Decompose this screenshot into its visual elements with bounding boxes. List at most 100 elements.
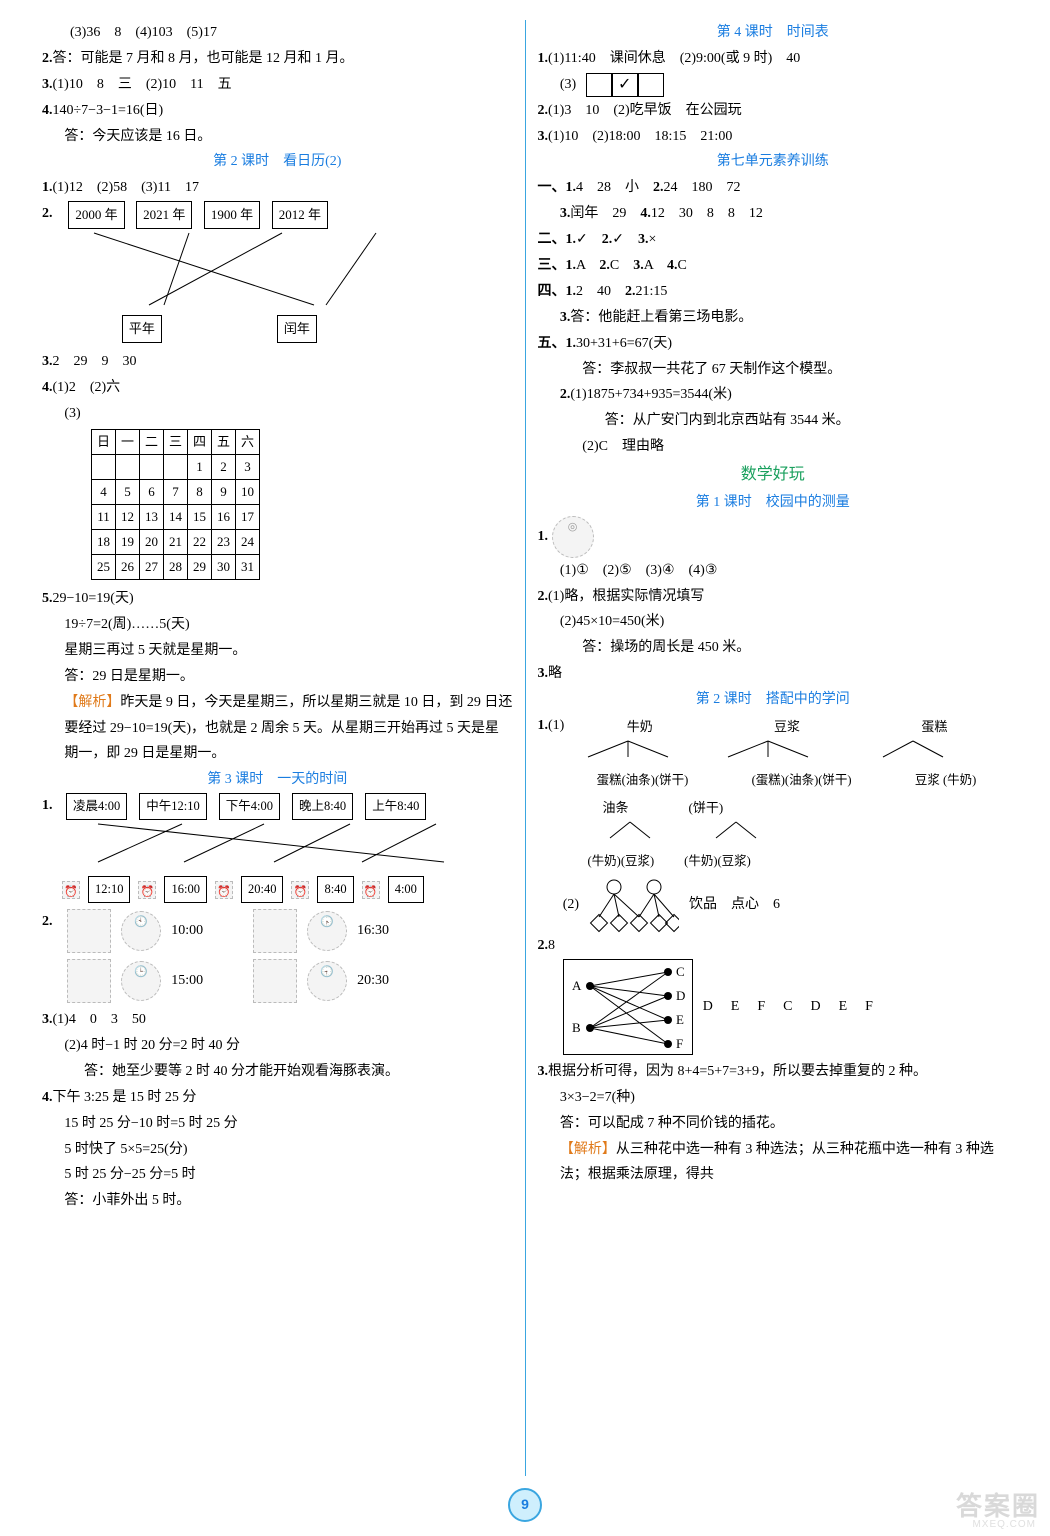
label-box: 闰年 xyxy=(277,315,317,343)
time-label: 20:30 xyxy=(357,968,389,994)
tree-leaf: 蛋糕(油条)(饼干) xyxy=(597,769,689,792)
exp-label: 【解析】 xyxy=(560,1142,616,1157)
time-label: 10:00 xyxy=(171,918,203,944)
tree-node: 蛋糕 xyxy=(921,715,947,739)
clock-icon: ⏰ xyxy=(291,881,309,899)
svg-text:B: B xyxy=(572,1020,581,1035)
text: 1.(1)12 (2)58 (3)11 17 xyxy=(42,175,513,201)
tree-leaf: 豆浆 (牛奶) xyxy=(915,769,976,792)
qnum: 3. xyxy=(42,354,53,369)
clock-icon: ⏰ xyxy=(138,881,156,899)
text: (2)45×10=450(米) xyxy=(538,609,1009,635)
clock-box: 8:40 xyxy=(317,876,353,903)
tree-node: 油条 xyxy=(603,796,629,820)
time-label: 15:00 xyxy=(171,968,203,994)
text: 3×3−2=7(种) xyxy=(538,1085,1009,1111)
text: 3.(1)10 8 三 (2)10 11 五 xyxy=(42,72,513,98)
answer: 答：可以配成 7 种不同价钱的插花。 xyxy=(538,1111,1009,1137)
svg-text:F: F xyxy=(676,1036,683,1051)
tree-node: (饼干) xyxy=(689,796,724,820)
scene-icon xyxy=(67,909,111,953)
answer: 答：29 日是星期一。 xyxy=(42,664,513,690)
clock-box: 12:10 xyxy=(88,876,130,903)
node-graph-row: A B C D E F D E F C D E F xyxy=(563,959,1008,1055)
qnum: 4. xyxy=(42,103,53,118)
qnum: 4. xyxy=(42,1090,53,1105)
text: 4.(1)2 (2)六 xyxy=(42,375,513,401)
label-box: 平年 xyxy=(122,315,162,343)
text: 二、1.✓ 2.✓ 3.× xyxy=(538,227,1009,253)
t: 答：可能是 7 月和 8 月，也可能是 12 月和 1 月。 xyxy=(53,51,354,66)
t: (1)3 10 (2)吃早饭 在公园玩 xyxy=(548,103,742,118)
text: 2.(1)3 10 (2)吃早饭 在公园玩 xyxy=(538,98,1009,124)
section-title: 第 3 课时 一天的时间 xyxy=(42,767,513,793)
clock-icon: 🕙 xyxy=(121,911,161,951)
matching-lines xyxy=(64,229,424,309)
tree-node: 牛奶 xyxy=(627,715,653,739)
t: 29−10=19(天) xyxy=(53,591,134,606)
time-box: 中午12:10 xyxy=(139,793,206,820)
tree-diagram-1: 1.(1) 牛奶 豆浆 蛋糕 蛋糕(油条)(饼干) (蛋糕)(油条)(饼干) 豆… xyxy=(538,713,1009,873)
clock-icon: 🕒 xyxy=(121,961,161,1001)
letter-sequence: D E F C D E F xyxy=(703,994,875,1020)
right-column: 第 4 课时 时间表 1.(1)11:40 课间休息 (2)9:00(或 9 时… xyxy=(526,20,1021,1476)
clock-box: 16:00 xyxy=(164,876,206,903)
section-title: 数学好玩 xyxy=(538,460,1009,490)
text: 3.(1)4 0 3 50 xyxy=(42,1007,513,1033)
qnum: 4. xyxy=(42,380,53,395)
time-box: 下午4:00 xyxy=(219,793,280,820)
clock-icon: ⏰ xyxy=(362,881,380,899)
t: 从三种花中选一种有 3 种选法；从三种花瓶中选一种有 3 种选法；根据乘法原理，… xyxy=(560,1142,994,1183)
text: 1.(1)11:40 课间休息 (2)9:00(或 9 时) 40 xyxy=(538,46,1009,72)
tree-leaf: (牛奶)(豆浆) xyxy=(588,850,655,873)
tree-lines xyxy=(608,820,868,840)
section-title: 第 2 课时 搭配中的学问 xyxy=(538,687,1009,713)
qnum: 1. xyxy=(538,51,549,66)
t: (1)10 (2)18:00 18:15 21:00 xyxy=(548,129,732,144)
t: (1)11:40 课间休息 (2)9:00(或 9 时) 40 xyxy=(548,51,800,66)
left-column: (3)36 8 (4)103 (5)17 2.答：可能是 7 月和 8 月，也可… xyxy=(30,20,526,1476)
checkbox xyxy=(638,73,664,97)
section-title: 第七单元素养训练 xyxy=(538,149,1009,175)
svg-text:E: E xyxy=(676,1012,684,1027)
watermark-sub: MXEQ.COM xyxy=(972,1516,1036,1535)
svg-text:D: D xyxy=(676,988,685,1003)
text: 三、1.A 2.C 3.A 4.C xyxy=(538,253,1009,279)
text: (3)36 8 (4)103 (5)17 xyxy=(42,20,513,46)
time-box: 凌晨4:00 xyxy=(66,793,127,820)
text: 3.闰年 29 4.12 30 8 8 12 xyxy=(538,201,1009,227)
text: 15 时 25 分−10 时=5 时 25 分 xyxy=(42,1111,513,1137)
svg-text:C: C xyxy=(676,964,685,979)
text: 五、1.30+31+6=67(天) xyxy=(538,331,1009,357)
answer: 答：从广安门内到北京西站有 3544 米。 xyxy=(538,408,1009,434)
page-number: 9 xyxy=(508,1488,542,1522)
qnum: 3. xyxy=(42,1012,53,1027)
text: 2.答：可能是 7 月和 8 月，也可能是 12 月和 1 月。 xyxy=(42,46,513,72)
combo-diagram: (2) 饮品 点心 6 xyxy=(563,877,1008,933)
text: 3.根据分析可得，因为 8+4=5+7=3+9，所以要去掉重复的 2 种。 xyxy=(538,1059,1009,1085)
text: (3) ✓ xyxy=(538,72,1009,98)
text: 3.(1)10 (2)18:00 18:15 21:00 xyxy=(538,124,1009,150)
text: 2.(1)略，根据实际情况填写 xyxy=(538,584,1009,610)
text: 星期三再过 5 天就是星期一。 xyxy=(42,638,513,664)
text: 2.8 xyxy=(538,933,1009,959)
text: (3) xyxy=(42,401,81,427)
tree-lines xyxy=(568,739,998,759)
text: 3.略 xyxy=(538,661,1009,687)
text: 一、1.4 28 小 2.24 180 72 xyxy=(538,175,1009,201)
checkbox xyxy=(586,73,612,97)
text: 5 时 25 分−25 分=5 时 xyxy=(42,1162,513,1188)
t: 140÷7−3−1=16(日) xyxy=(53,103,164,118)
explanation: 【解析】从三种花中选一种有 3 种选法；从三种花瓶中选一种有 3 种选法；根据乘… xyxy=(538,1137,1009,1189)
text: (2)C 理由略 xyxy=(538,434,1009,460)
text: 4.下午 3:25 是 15 时 25 分 xyxy=(42,1085,513,1111)
clock-q2: 2. 🕙 10:00 🕟 16:30 🕒 15:00 🕣 20:30 xyxy=(42,909,513,1003)
t: 下午 3:25 是 15 时 25 分 xyxy=(53,1090,197,1105)
svg-text:A: A xyxy=(572,978,582,993)
t: 饮品 点心 6 xyxy=(689,892,780,918)
time-label: 16:30 xyxy=(357,918,389,944)
t: (1)4 0 3 50 xyxy=(53,1012,146,1027)
t: (3) xyxy=(560,77,576,92)
t: (1)12 (2)58 (3)11 17 xyxy=(53,180,199,195)
clock-icon: ⏰ xyxy=(215,881,233,899)
